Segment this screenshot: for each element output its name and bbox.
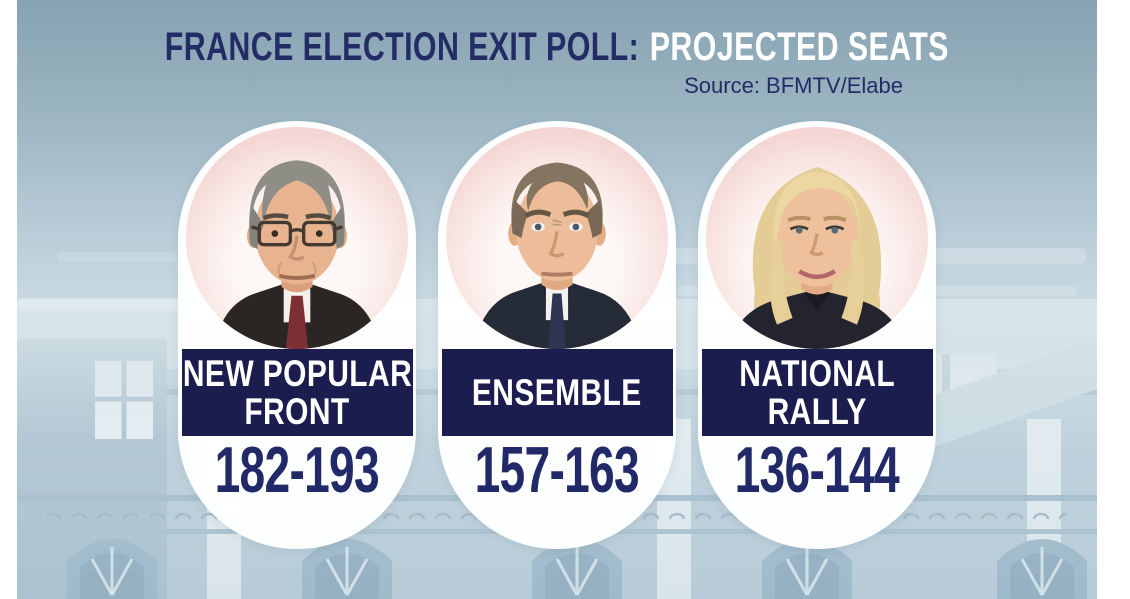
jean-luc-melenchon-portrait (213, 160, 381, 349)
party-name-line: FRONT (244, 390, 350, 432)
party-banner-ensemble: ENSEMBLE (441, 349, 673, 436)
card-new-popular-front: NEW POPULAR FRONT 182-193 (178, 121, 416, 549)
emmanuel-macron-portrait (473, 162, 641, 349)
party-name-line: NEW POPULAR (182, 352, 412, 394)
marine-le-pen-portrait (728, 166, 906, 349)
seats-range-ensemble: 157-163 (474, 433, 640, 506)
party-banner-new-popular-front: NEW POPULAR FRONT (181, 349, 413, 436)
background-light-streak (57, 252, 177, 262)
headline-text: FRANCE ELECTION EXIT POLL: PROJECTED SEAT… (165, 24, 949, 70)
seats-range-national-rally: 136-144 (734, 433, 900, 506)
headline: FRANCE ELECTION EXIT POLL: PROJECTED SEAT… (17, 24, 1097, 70)
broadcast-graphic: FRANCE ELECTION EXIT POLL: PROJECTED SEAT… (17, 0, 1097, 599)
seats-range-new-popular-front: 182-193 (214, 433, 380, 506)
seats-range-wrap: 157-163 (438, 433, 676, 506)
card-ensemble: ENSEMBLE 157-163 (438, 121, 676, 549)
le-pen-photo-circle (706, 127, 928, 349)
headline-primary: FRANCE ELECTION EXIT POLL: (164, 25, 640, 69)
card-national-rally: NATIONAL RALLY 136-144 (698, 121, 936, 549)
results-cards-row: NEW POPULAR FRONT 182-193 (17, 121, 1097, 549)
melenchon-photo-circle (186, 127, 408, 349)
seats-range-wrap: 182-193 (178, 433, 416, 506)
party-name-line: ENSEMBLE (472, 371, 642, 413)
seats-range-wrap: 136-144 (698, 433, 936, 506)
party-banner-national-rally: NATIONAL RALLY (701, 349, 933, 436)
headline-secondary: PROJECTED SEATS (649, 25, 950, 69)
party-name-line: NATIONAL (739, 352, 895, 394)
source-attribution: Source: BFMTV/Elabe (684, 73, 903, 98)
party-name-line: RALLY (767, 390, 867, 432)
background-light-streak (17, 298, 187, 311)
macron-photo-circle (446, 127, 668, 349)
